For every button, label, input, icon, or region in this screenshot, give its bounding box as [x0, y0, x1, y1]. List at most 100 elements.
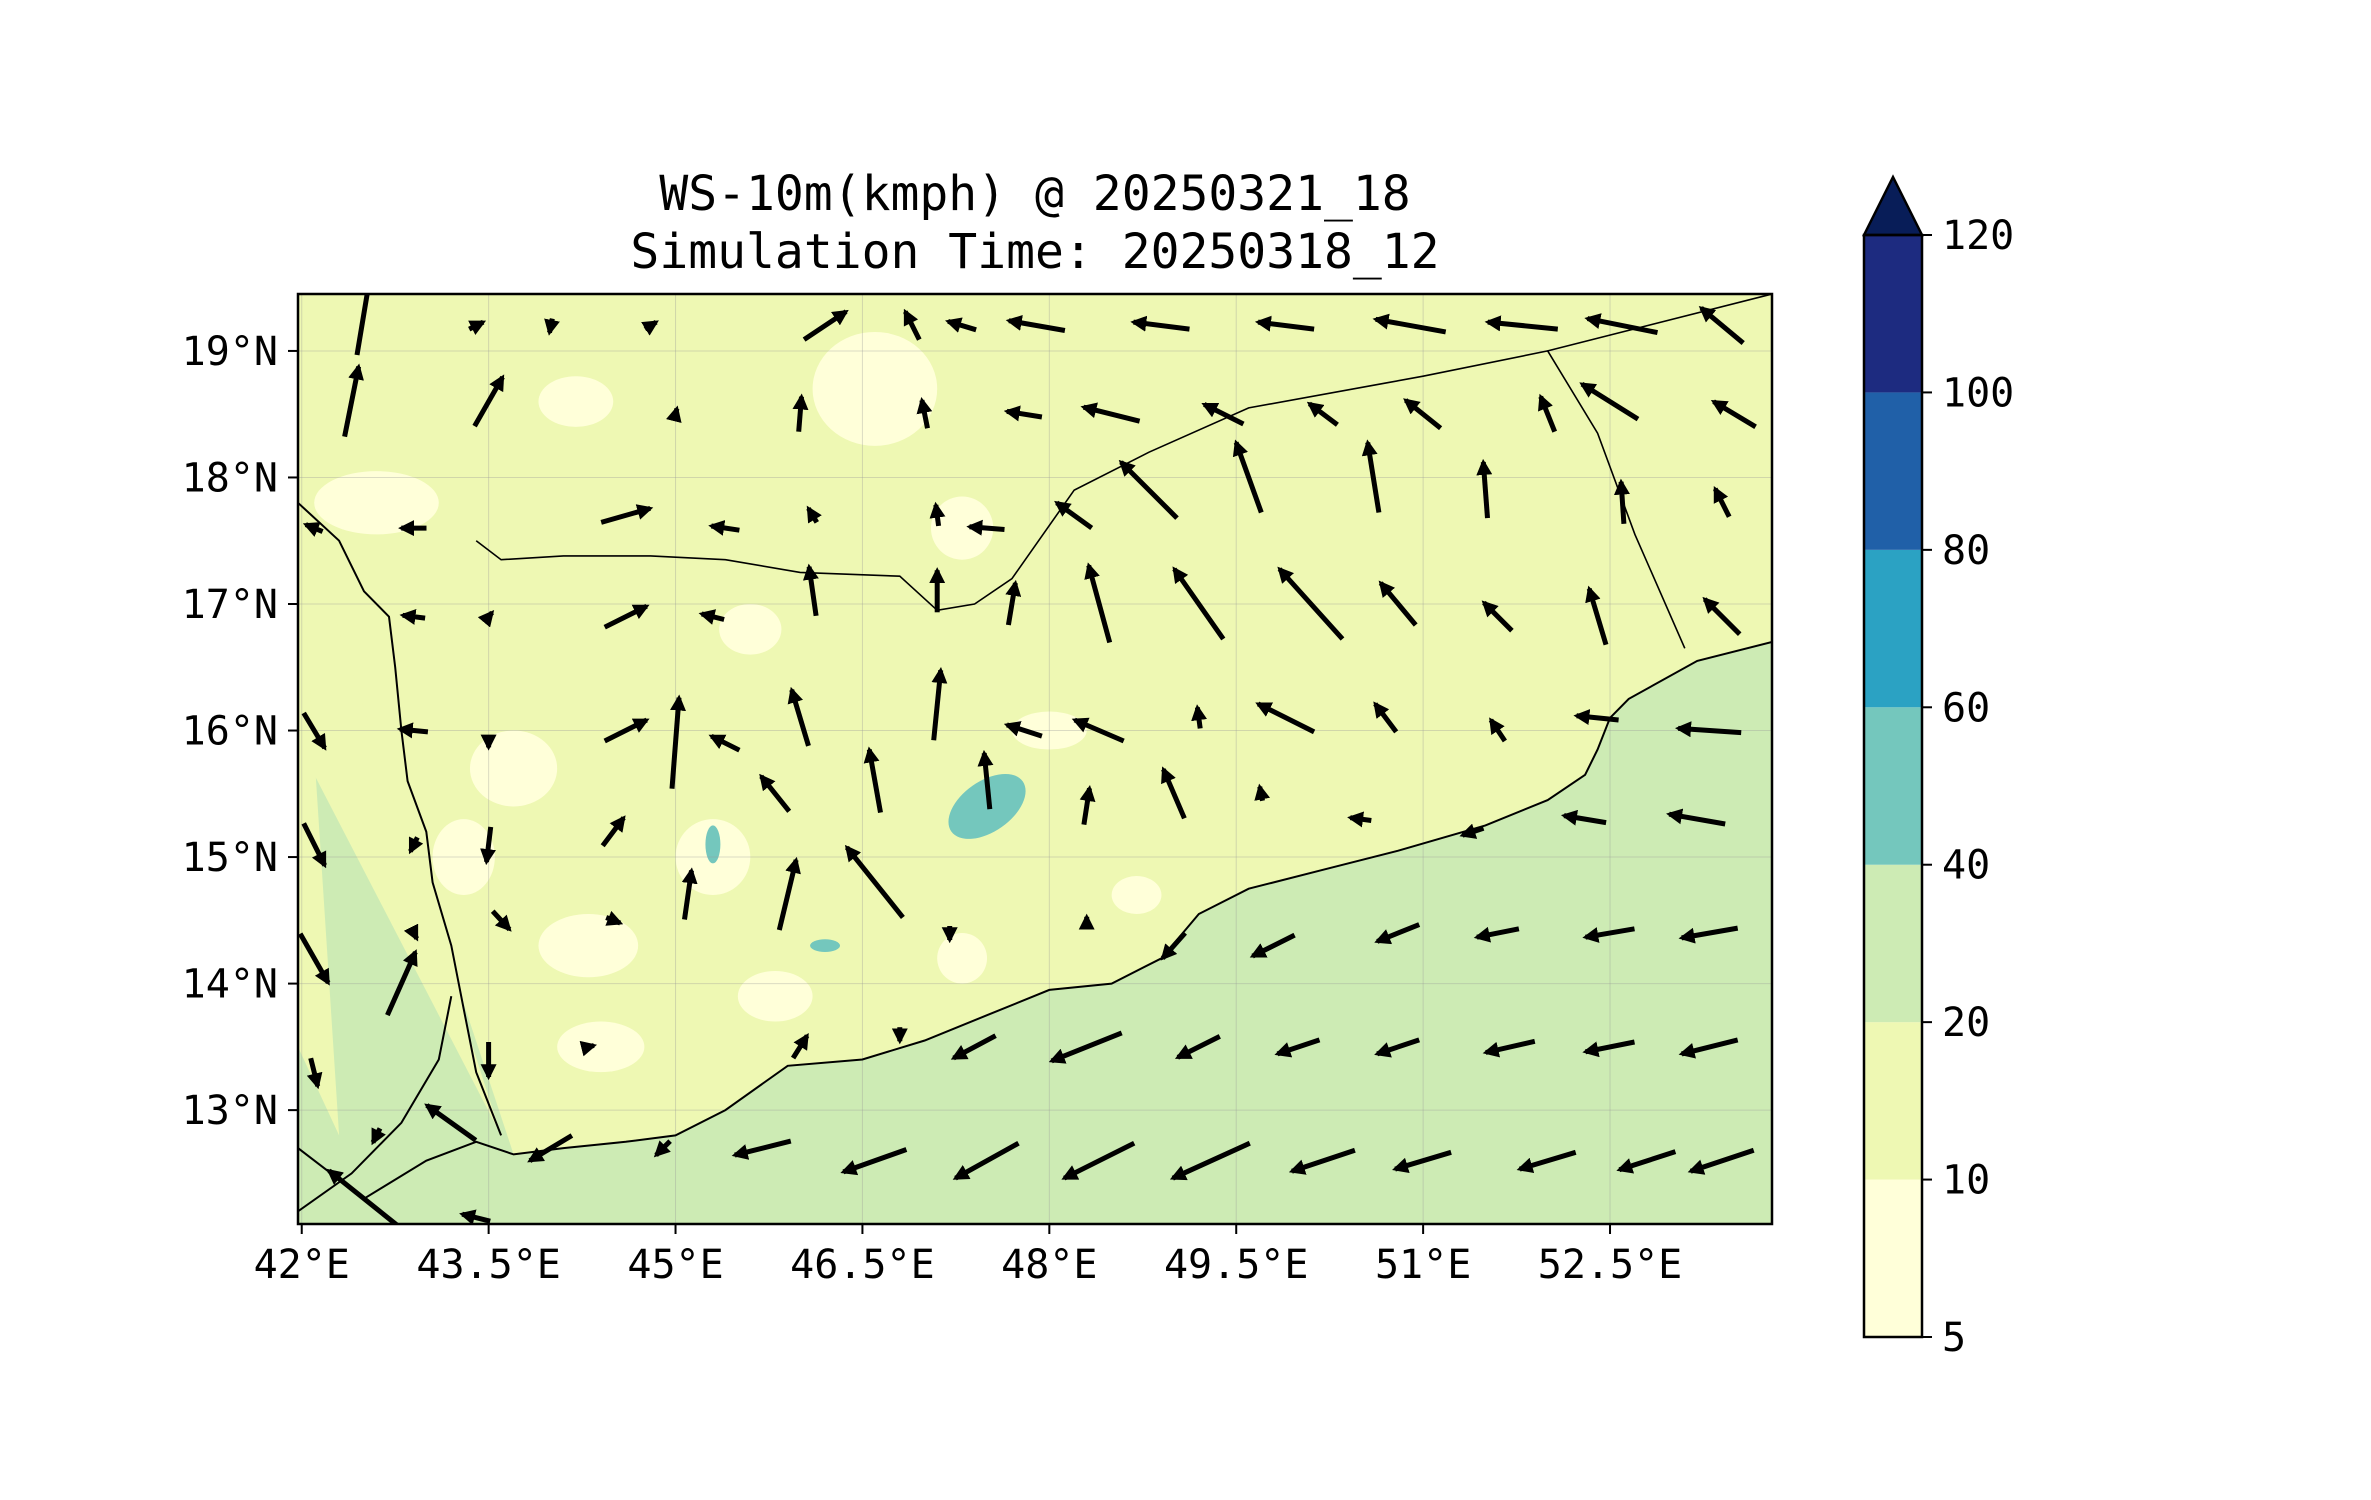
- wind-arrow: [1288, 1147, 1356, 1175]
- colorbar-tick-label: 20: [1942, 1000, 1990, 1046]
- wind-arrow: [326, 1168, 400, 1224]
- wind-arrow: [1585, 585, 1609, 646]
- lon-tick-label: 49.5°E: [1164, 1242, 1309, 1288]
- colorbar-tick-label: 120: [1942, 213, 2014, 259]
- wind-arrow: [1347, 811, 1372, 828]
- wind-arrow: [806, 505, 822, 524]
- wind-arrow: [1481, 600, 1514, 633]
- wind-arrow: [1678, 925, 1739, 944]
- calm-wind-patch: [538, 376, 614, 427]
- wind-arrow: [1710, 399, 1757, 429]
- wind-arrow: [1160, 931, 1187, 961]
- wind-arrow: [1255, 701, 1316, 735]
- wind-arrow: [1573, 709, 1619, 726]
- country-borders: [475, 294, 1772, 649]
- wind-arrow: [1201, 402, 1245, 427]
- calm-wind-patch: [719, 604, 782, 655]
- wind-arrow: [903, 308, 922, 341]
- wind-arrow: [1169, 1140, 1251, 1181]
- border-line: [475, 350, 1686, 649]
- wind-arrow: [776, 856, 801, 931]
- calm-wind-patch: [1111, 876, 1162, 914]
- wind-arrow: [1582, 1039, 1635, 1058]
- wind-arrow: [1191, 704, 1208, 729]
- map-frame: [296, 292, 1774, 1226]
- wind-arrow: [1274, 1037, 1321, 1058]
- wind-arrow: [1484, 315, 1559, 332]
- wind-arrow: [1079, 785, 1096, 825]
- lon-tick-label: 42°E: [254, 1242, 350, 1288]
- wind-arrow: [840, 1147, 908, 1176]
- colorbar-tick-label: 10: [1942, 1158, 1990, 1204]
- wind-arrow: [544, 318, 560, 336]
- wind-arrow: [1678, 1037, 1739, 1059]
- wind-arrow: [399, 608, 426, 625]
- wind-arrow: [603, 603, 650, 630]
- strong-wind-patch: [810, 939, 841, 952]
- colorbar-tick-label: 5: [1942, 1315, 1966, 1361]
- wind-arrow: [802, 309, 849, 342]
- wind-arrow: [1254, 783, 1271, 802]
- wind-arrow: [1372, 313, 1447, 335]
- title-line-2: Simulation Time: 20250318_12: [630, 224, 1439, 280]
- wind-arrow: [945, 317, 977, 333]
- wind-arrow: [731, 1138, 792, 1160]
- wind-arrow: [952, 1141, 1020, 1181]
- wind-arrow: [1613, 478, 1630, 524]
- wind-arrow: [1516, 1149, 1577, 1174]
- wind-arrow: [370, 1127, 386, 1146]
- wind-arrow: [641, 319, 659, 336]
- calm-wind-patch: [538, 914, 639, 978]
- wind-arrow: [1373, 701, 1399, 734]
- eritrea-coastline: [298, 996, 453, 1213]
- wind-arrow: [396, 722, 429, 739]
- wind-vectors: [298, 294, 1757, 1224]
- wind-arrow: [698, 609, 725, 625]
- wind-arrow: [1482, 1038, 1536, 1058]
- wind-arrow: [790, 1032, 810, 1060]
- lat-tick-label: 18°N: [182, 455, 278, 501]
- colorbar-band: [1864, 864, 1922, 1023]
- wind-arrow: [1174, 1034, 1221, 1060]
- map-area: [298, 294, 1772, 1224]
- wind-arrow: [605, 910, 624, 926]
- wind-arrow: [342, 363, 364, 438]
- wind-arrow: [708, 519, 740, 536]
- wind-arrow: [792, 393, 809, 432]
- calm-wind-patch: [737, 970, 813, 1022]
- wind-arrow: [477, 610, 495, 628]
- wind-arrow: [301, 711, 327, 751]
- colorbar-band: [1864, 235, 1922, 393]
- wind-arrow: [950, 1033, 997, 1061]
- lat-tick-label: 13°N: [182, 1088, 278, 1134]
- wind-arrow: [579, 1040, 598, 1057]
- calm-wind-patch: [557, 1021, 645, 1073]
- lat-tick-label: 16°N: [182, 709, 278, 755]
- wind-arrow: [1488, 717, 1507, 743]
- wind-arrow: [1579, 381, 1640, 422]
- wind-arrow: [802, 563, 819, 617]
- wind-arrow: [1616, 1149, 1677, 1174]
- wind-arrow: [1476, 458, 1493, 519]
- wind-arrow: [1048, 1030, 1123, 1064]
- wind-arrow: [1161, 766, 1187, 820]
- border-line: [1547, 294, 1772, 352]
- longitude-axis: 42°E 43.5°E 45°E 46.5°E 48°E 49.5°E 51°E 52.5°E: [254, 1224, 1682, 1288]
- wind-arrow: [1080, 402, 1141, 424]
- colorbar-frame: [1862, 233, 1924, 1339]
- lat-tick-label: 17°N: [182, 582, 278, 628]
- wind-arrow: [1687, 1147, 1755, 1175]
- wind-arrow: [1254, 315, 1315, 332]
- wind-arrow: [354, 294, 370, 356]
- wind-arrow: [1005, 315, 1066, 333]
- wind-arrow: [1084, 562, 1113, 644]
- lat-tick-label: 14°N: [182, 962, 278, 1008]
- wind-arrow: [306, 1057, 323, 1090]
- wind-arrow: [1582, 926, 1635, 943]
- wind-arrow: [490, 909, 512, 932]
- wind-arrow: [1378, 580, 1418, 627]
- wind-arrow: [1538, 393, 1558, 433]
- colorbar-extend-arrow: [1861, 174, 1925, 237]
- wind-arrow: [1277, 566, 1345, 641]
